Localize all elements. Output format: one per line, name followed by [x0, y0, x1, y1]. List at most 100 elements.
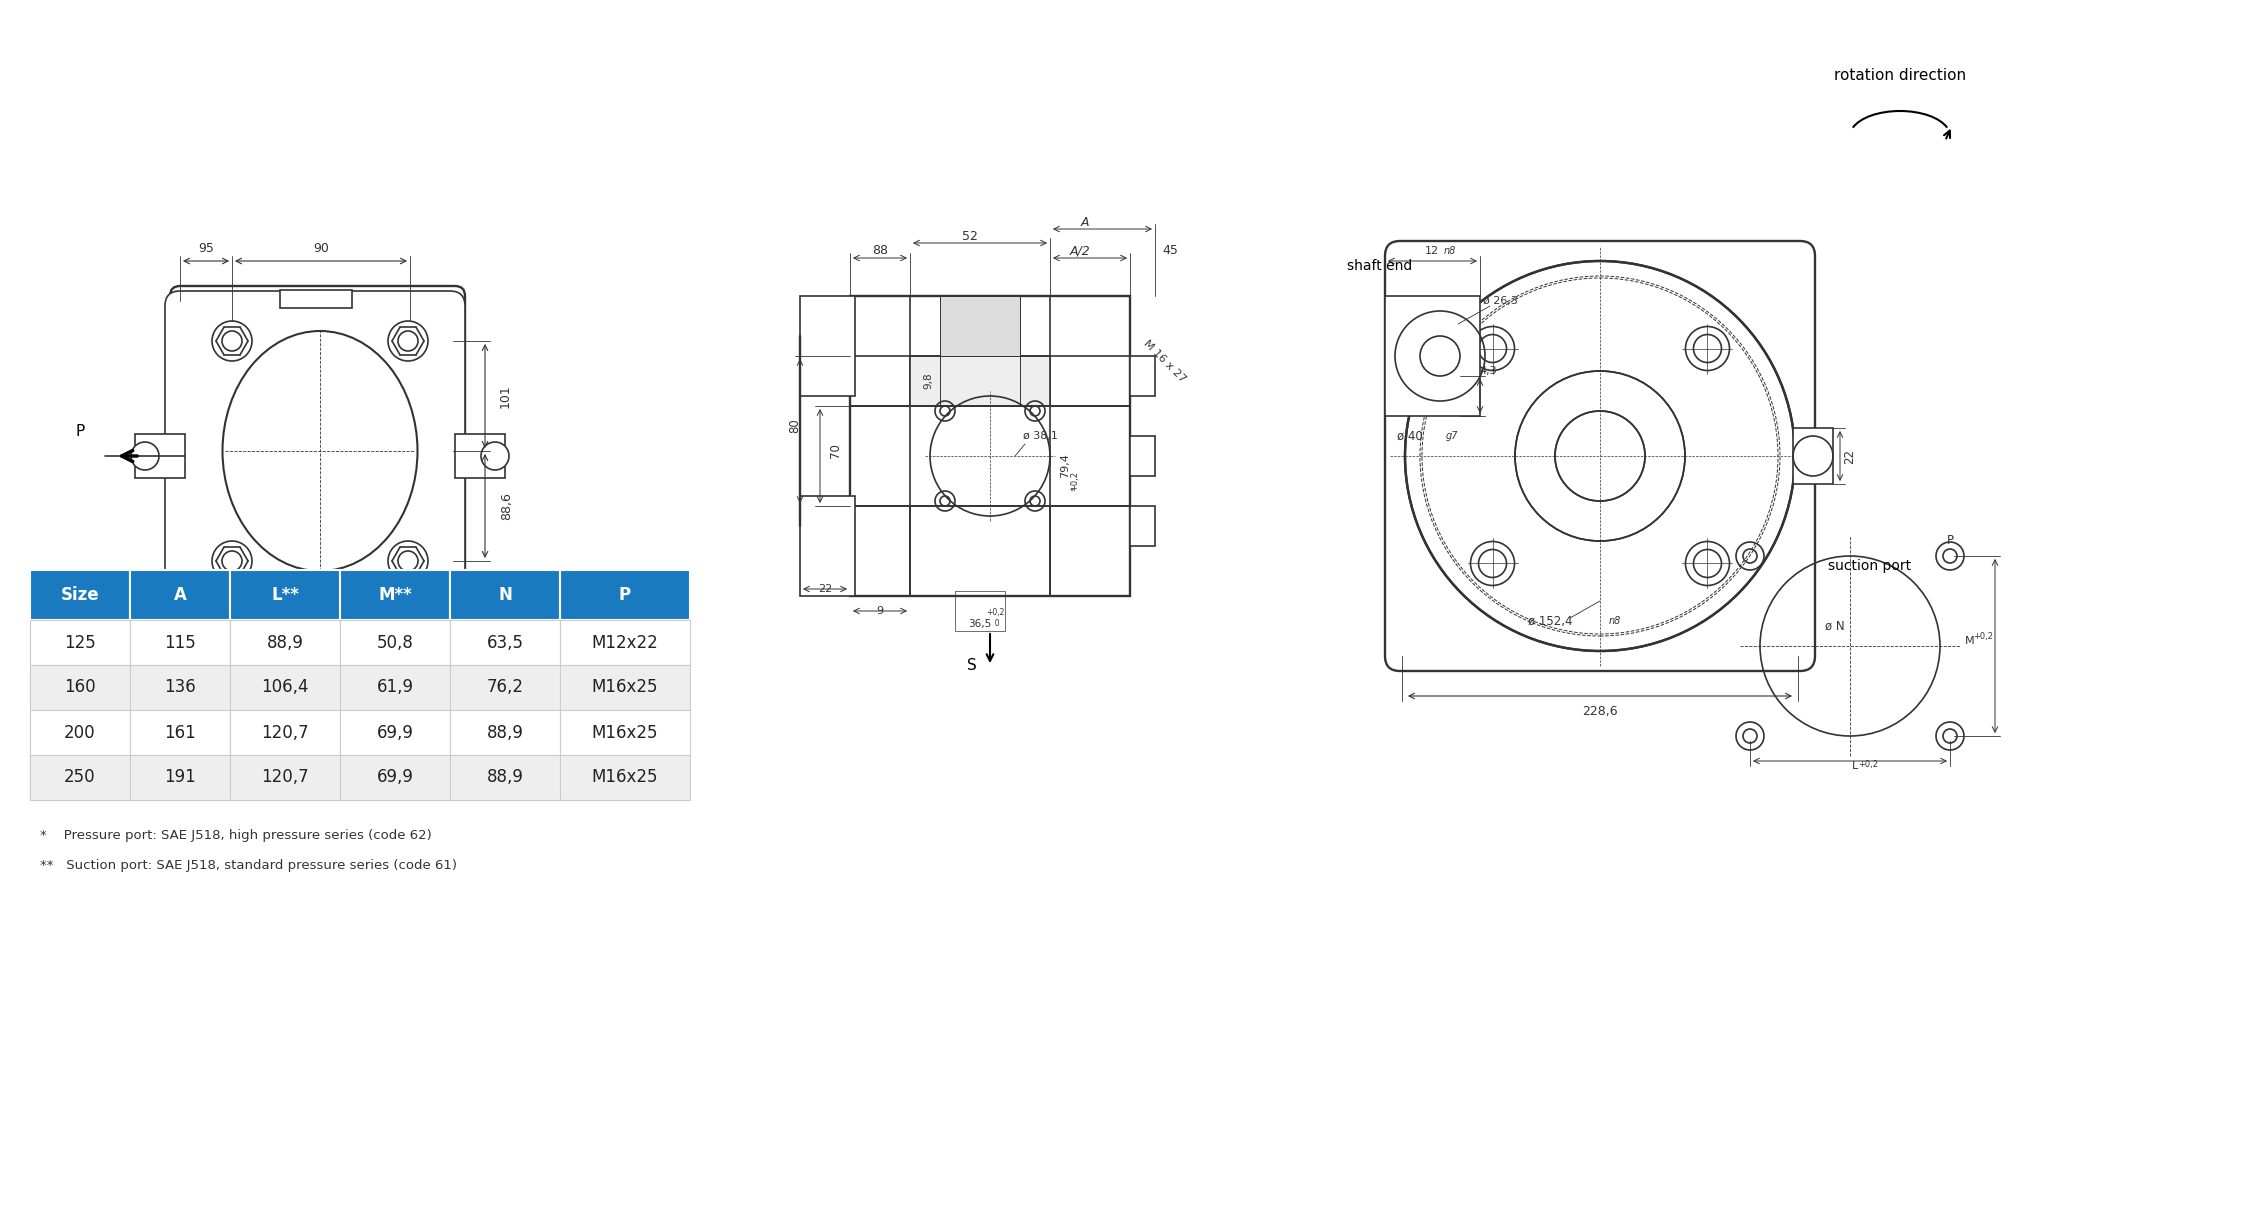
Bar [939, 295, 1020, 356]
Text: suction port: suction port [1829, 559, 1912, 573]
Bar [561, 665, 689, 710]
Text: *    Pressure port: SAE J518, high pressure series (code 62): * Pressure port: SAE J518, high pressure… [41, 828, 432, 841]
Text: +0,2: +0,2 [1070, 471, 1079, 491]
Bar [561, 710, 689, 755]
Bar [450, 570, 561, 620]
Text: 88,9: 88,9 [486, 724, 522, 742]
Text: 191: 191 [164, 769, 196, 787]
Bar [1131, 356, 1155, 396]
Text: 9: 9 [876, 606, 883, 617]
Bar [340, 755, 450, 800]
Text: *: * [1070, 486, 1079, 496]
Bar [131, 755, 230, 800]
Bar [1793, 428, 1833, 484]
Bar [230, 570, 340, 620]
Text: g7: g7 [1446, 430, 1459, 441]
Text: 61,9: 61,9 [376, 679, 414, 697]
Bar [340, 620, 450, 665]
Text: 50,8: 50,8 [376, 634, 414, 652]
Circle shape [131, 441, 160, 471]
Text: 12: 12 [1426, 246, 1439, 257]
Bar [450, 620, 561, 665]
Text: rotation direction: rotation direction [1833, 68, 1966, 84]
Text: M 16 x 27: M 16 x 27 [1142, 338, 1189, 384]
Text: 125: 125 [63, 634, 97, 652]
Bar [561, 570, 689, 620]
Bar [29, 570, 131, 620]
FancyBboxPatch shape [1385, 241, 1815, 671]
Text: M**: M** [378, 586, 412, 604]
FancyBboxPatch shape [169, 286, 464, 606]
Bar [131, 570, 230, 620]
Text: A: A [1081, 216, 1090, 230]
Bar [29, 665, 131, 710]
Text: 45: 45 [1162, 244, 1178, 258]
Text: A: A [173, 586, 187, 604]
Bar [799, 295, 856, 396]
Bar [29, 620, 131, 665]
Text: 4,3: 4,3 [1480, 366, 1498, 376]
Text: n8: n8 [1444, 246, 1457, 257]
Bar [29, 755, 131, 800]
Bar [135, 434, 185, 478]
Text: 120,7: 120,7 [261, 724, 309, 742]
Text: 90: 90 [313, 242, 329, 255]
Text: +0,2
  0: +0,2 0 [986, 608, 1004, 627]
Text: 76,2: 76,2 [486, 679, 522, 697]
Bar [340, 710, 450, 755]
Text: 200: 200 [65, 724, 97, 742]
Text: P: P [74, 423, 86, 439]
Text: ø 38,1: ø 38,1 [1022, 430, 1058, 441]
Text: +0,2: +0,2 [1973, 631, 1993, 641]
Text: 52: 52 [962, 230, 977, 242]
Text: M16x25: M16x25 [592, 724, 658, 742]
Text: 9,8: 9,8 [923, 372, 932, 389]
Text: M: M [1966, 636, 1975, 646]
Text: 69,9: 69,9 [376, 769, 414, 787]
Circle shape [482, 441, 509, 471]
Text: L: L [1851, 761, 1858, 771]
Bar [955, 591, 1004, 631]
Text: 136: 136 [164, 679, 196, 697]
Text: n8: n8 [1608, 617, 1621, 626]
Text: 88,9: 88,9 [486, 769, 522, 787]
Bar [910, 356, 1049, 406]
Bar [849, 506, 1131, 596]
Bar [455, 434, 504, 478]
Bar [849, 295, 1131, 596]
Bar [131, 620, 230, 665]
Text: 69,9: 69,9 [376, 724, 414, 742]
Text: 88: 88 [872, 244, 887, 258]
Bar [799, 496, 856, 596]
Text: M12x22: M12x22 [592, 634, 658, 652]
Text: 22: 22 [817, 584, 833, 593]
Bar [450, 755, 561, 800]
Bar [561, 755, 689, 800]
Text: P: P [619, 586, 631, 604]
Text: 106,4: 106,4 [261, 679, 309, 697]
Text: 95: 95 [198, 242, 214, 255]
Text: 88,6: 88,6 [500, 492, 513, 520]
Bar [561, 620, 689, 665]
Bar [1131, 506, 1155, 546]
Text: M16x25: M16x25 [592, 679, 658, 697]
Text: Size: Size [61, 586, 99, 604]
Text: 160: 160 [65, 679, 97, 697]
Bar [131, 710, 230, 755]
Text: 228,6: 228,6 [1583, 704, 1617, 717]
Text: 250: 250 [65, 769, 97, 787]
Text: ø N: ø N [1824, 619, 1844, 632]
FancyBboxPatch shape [164, 291, 464, 601]
Bar [230, 665, 340, 710]
Text: ø 26,3: ø 26,3 [1482, 295, 1518, 306]
Bar [340, 665, 450, 710]
Bar [450, 665, 561, 710]
Text: N: N [498, 586, 511, 604]
Bar [230, 755, 340, 800]
Bar [1131, 437, 1155, 475]
Text: ø 40: ø 40 [1396, 429, 1423, 443]
Text: 115: 115 [164, 634, 196, 652]
Text: 70: 70 [829, 444, 842, 458]
Bar [131, 665, 230, 710]
Text: 36,5: 36,5 [968, 619, 991, 629]
